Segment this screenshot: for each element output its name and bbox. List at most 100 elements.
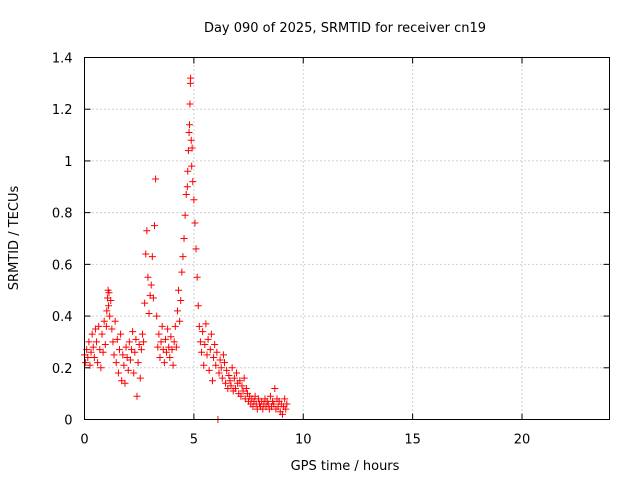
data-point bbox=[236, 377, 244, 385]
x-tick-label: 20 bbox=[514, 433, 531, 448]
data-point bbox=[134, 359, 142, 367]
x-tick-label: 0 bbox=[80, 433, 88, 448]
data-point bbox=[228, 364, 236, 372]
data-point bbox=[237, 392, 245, 400]
data-point bbox=[183, 183, 191, 191]
x-tick-labels: 0 5 10 15 20 bbox=[80, 433, 530, 448]
x-axis-title: GPS time / hours bbox=[291, 459, 400, 474]
data-point bbox=[179, 253, 187, 261]
data-point bbox=[223, 366, 231, 374]
data-point bbox=[171, 322, 179, 330]
data-point bbox=[182, 191, 190, 199]
data-point bbox=[266, 392, 274, 400]
data-point bbox=[161, 335, 169, 343]
data-point bbox=[82, 359, 90, 367]
data-point bbox=[196, 338, 204, 346]
data-point bbox=[172, 343, 180, 351]
data-point bbox=[192, 245, 200, 253]
data-point bbox=[217, 364, 225, 372]
plot-frame bbox=[84, 57, 610, 420]
data-point bbox=[281, 395, 289, 403]
data-point bbox=[89, 343, 97, 351]
data-point bbox=[153, 312, 161, 320]
data-point bbox=[147, 281, 155, 289]
data-point bbox=[206, 346, 214, 354]
data-point bbox=[215, 369, 223, 377]
data-point bbox=[230, 374, 238, 382]
data-point bbox=[180, 235, 188, 242]
data-point bbox=[225, 372, 233, 380]
data-point bbox=[116, 346, 123, 354]
data-point bbox=[240, 374, 248, 382]
data-point bbox=[242, 384, 250, 392]
data-point bbox=[176, 317, 184, 325]
data-point bbox=[140, 338, 148, 346]
data-point bbox=[144, 273, 152, 281]
data-point bbox=[135, 341, 143, 349]
data-point bbox=[200, 361, 208, 369]
data-point bbox=[181, 211, 189, 219]
data-point bbox=[186, 100, 194, 108]
data-point bbox=[86, 361, 94, 369]
data-point bbox=[133, 392, 141, 400]
data-point bbox=[149, 294, 157, 302]
data-point bbox=[238, 382, 246, 390]
y-axis-title: SRMTID / TECUs bbox=[7, 186, 22, 291]
data-point bbox=[155, 330, 163, 338]
data-point bbox=[93, 338, 101, 346]
data-point bbox=[94, 359, 102, 367]
y-tick-label: 1.2 bbox=[52, 103, 73, 118]
data-point bbox=[169, 361, 177, 369]
data-point bbox=[219, 351, 227, 359]
y-tick-label: 0.2 bbox=[52, 362, 73, 377]
data-point bbox=[177, 297, 185, 305]
grid-lines bbox=[84, 57, 610, 420]
chart-title: Day 090 of 2025, SRMTID for receiver cn1… bbox=[204, 21, 486, 36]
data-point bbox=[129, 328, 137, 336]
data-point bbox=[103, 307, 111, 315]
data-point bbox=[88, 330, 96, 338]
y-tick-label: 1.4 bbox=[52, 52, 73, 67]
data-point bbox=[122, 343, 130, 351]
data-point bbox=[184, 147, 192, 155]
data-point bbox=[188, 162, 196, 170]
data-point bbox=[198, 348, 206, 356]
data-point bbox=[193, 273, 201, 281]
data-point bbox=[195, 322, 203, 330]
data-point bbox=[119, 351, 127, 359]
data-point bbox=[188, 144, 196, 152]
y-tick-label: 0.6 bbox=[52, 258, 73, 273]
data-point bbox=[156, 353, 164, 361]
data-point bbox=[189, 178, 197, 186]
data-point bbox=[167, 333, 175, 341]
data-point bbox=[111, 317, 119, 325]
data-point bbox=[106, 312, 114, 320]
data-point bbox=[185, 128, 193, 136]
y-tick-labels: 0 0.2 0.4 0.6 0.8 1 1.2 1.4 bbox=[52, 52, 73, 429]
data-point bbox=[98, 330, 106, 338]
data-point bbox=[84, 353, 92, 361]
data-point bbox=[203, 351, 211, 359]
data-point bbox=[142, 250, 150, 258]
data-point bbox=[204, 335, 212, 343]
data-point bbox=[101, 341, 109, 349]
data-point bbox=[231, 384, 239, 392]
data-point bbox=[136, 374, 144, 382]
data-point bbox=[151, 222, 158, 230]
data-point bbox=[160, 359, 168, 367]
data-point bbox=[173, 307, 181, 315]
data-point bbox=[270, 400, 278, 408]
data-point bbox=[126, 356, 134, 364]
data-point bbox=[210, 353, 218, 361]
data-point bbox=[137, 346, 145, 354]
data-point bbox=[87, 348, 95, 356]
data-point bbox=[143, 227, 151, 235]
data-point bbox=[148, 253, 156, 261]
data-point bbox=[212, 361, 220, 369]
data-point bbox=[222, 379, 230, 387]
data-point bbox=[113, 335, 121, 343]
data-point bbox=[131, 348, 139, 356]
data-point bbox=[112, 359, 120, 367]
data-point bbox=[211, 341, 219, 349]
